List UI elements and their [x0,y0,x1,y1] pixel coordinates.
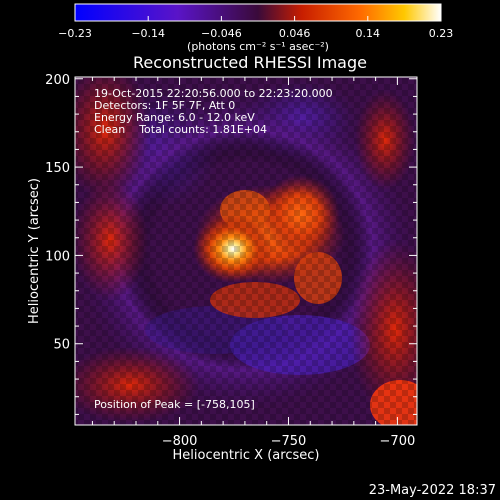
annotation-line: 19-Oct-2015 22:20:56.000 to 22:23:20.000 [94,87,333,100]
annotation-line: Clean Total counts: 1.81E+04 [94,123,267,136]
colorbar-tick-label: 0.046 [279,27,311,40]
x-tick-label: −750 [271,434,307,449]
annotation-block: 19-Oct-2015 22:20:56.000 to 22:23:20.000… [94,87,333,136]
colorbar-tick-label: 0.23 [429,27,454,40]
peak-position-label: Position of Peak = [-758,105] [94,398,255,411]
y-axis-label: Heliocentric Y (arcsec) [27,178,42,324]
plot-frame [74,76,418,426]
y-axis-ticks: 50 100 150 200 [45,73,417,415]
annotation-line: Detectors: 1F 5F 7F, Att 0 [94,99,235,112]
colorbar-ticks: −0.23 −0.14 −0.046 0.046 0.14 0.23 [58,16,453,40]
footer-timestamp: 23-May-2022 18:37 [369,483,496,498]
x-axis-ticks: −800 −750 −700 [91,77,416,449]
y-tick-label: 50 [53,338,70,353]
x-axis-label: Heliocentric X (arcsec) [173,448,320,463]
colorbar-tick-label: −0.23 [58,27,92,40]
colorbar-unit-label: (photons cm⁻² s⁻¹ asec⁻²) [187,40,329,53]
annotation-line: Energy Range: 6.0 - 12.0 keV [94,111,255,124]
colorbar-tick-label: 0.14 [356,27,381,40]
y-tick-label: 100 [45,249,70,264]
colorbar-tick-label: −0.046 [201,27,242,40]
colorbar [74,3,442,22]
heatmap-image [75,77,417,425]
colorbar-tick-label: −0.14 [131,27,165,40]
y-tick-label: 200 [45,73,70,88]
chart-title: Reconstructed RHESSI Image [133,53,367,72]
x-tick-label: −800 [162,434,198,449]
y-tick-label: 150 [45,161,70,176]
x-tick-label: −700 [380,434,416,449]
